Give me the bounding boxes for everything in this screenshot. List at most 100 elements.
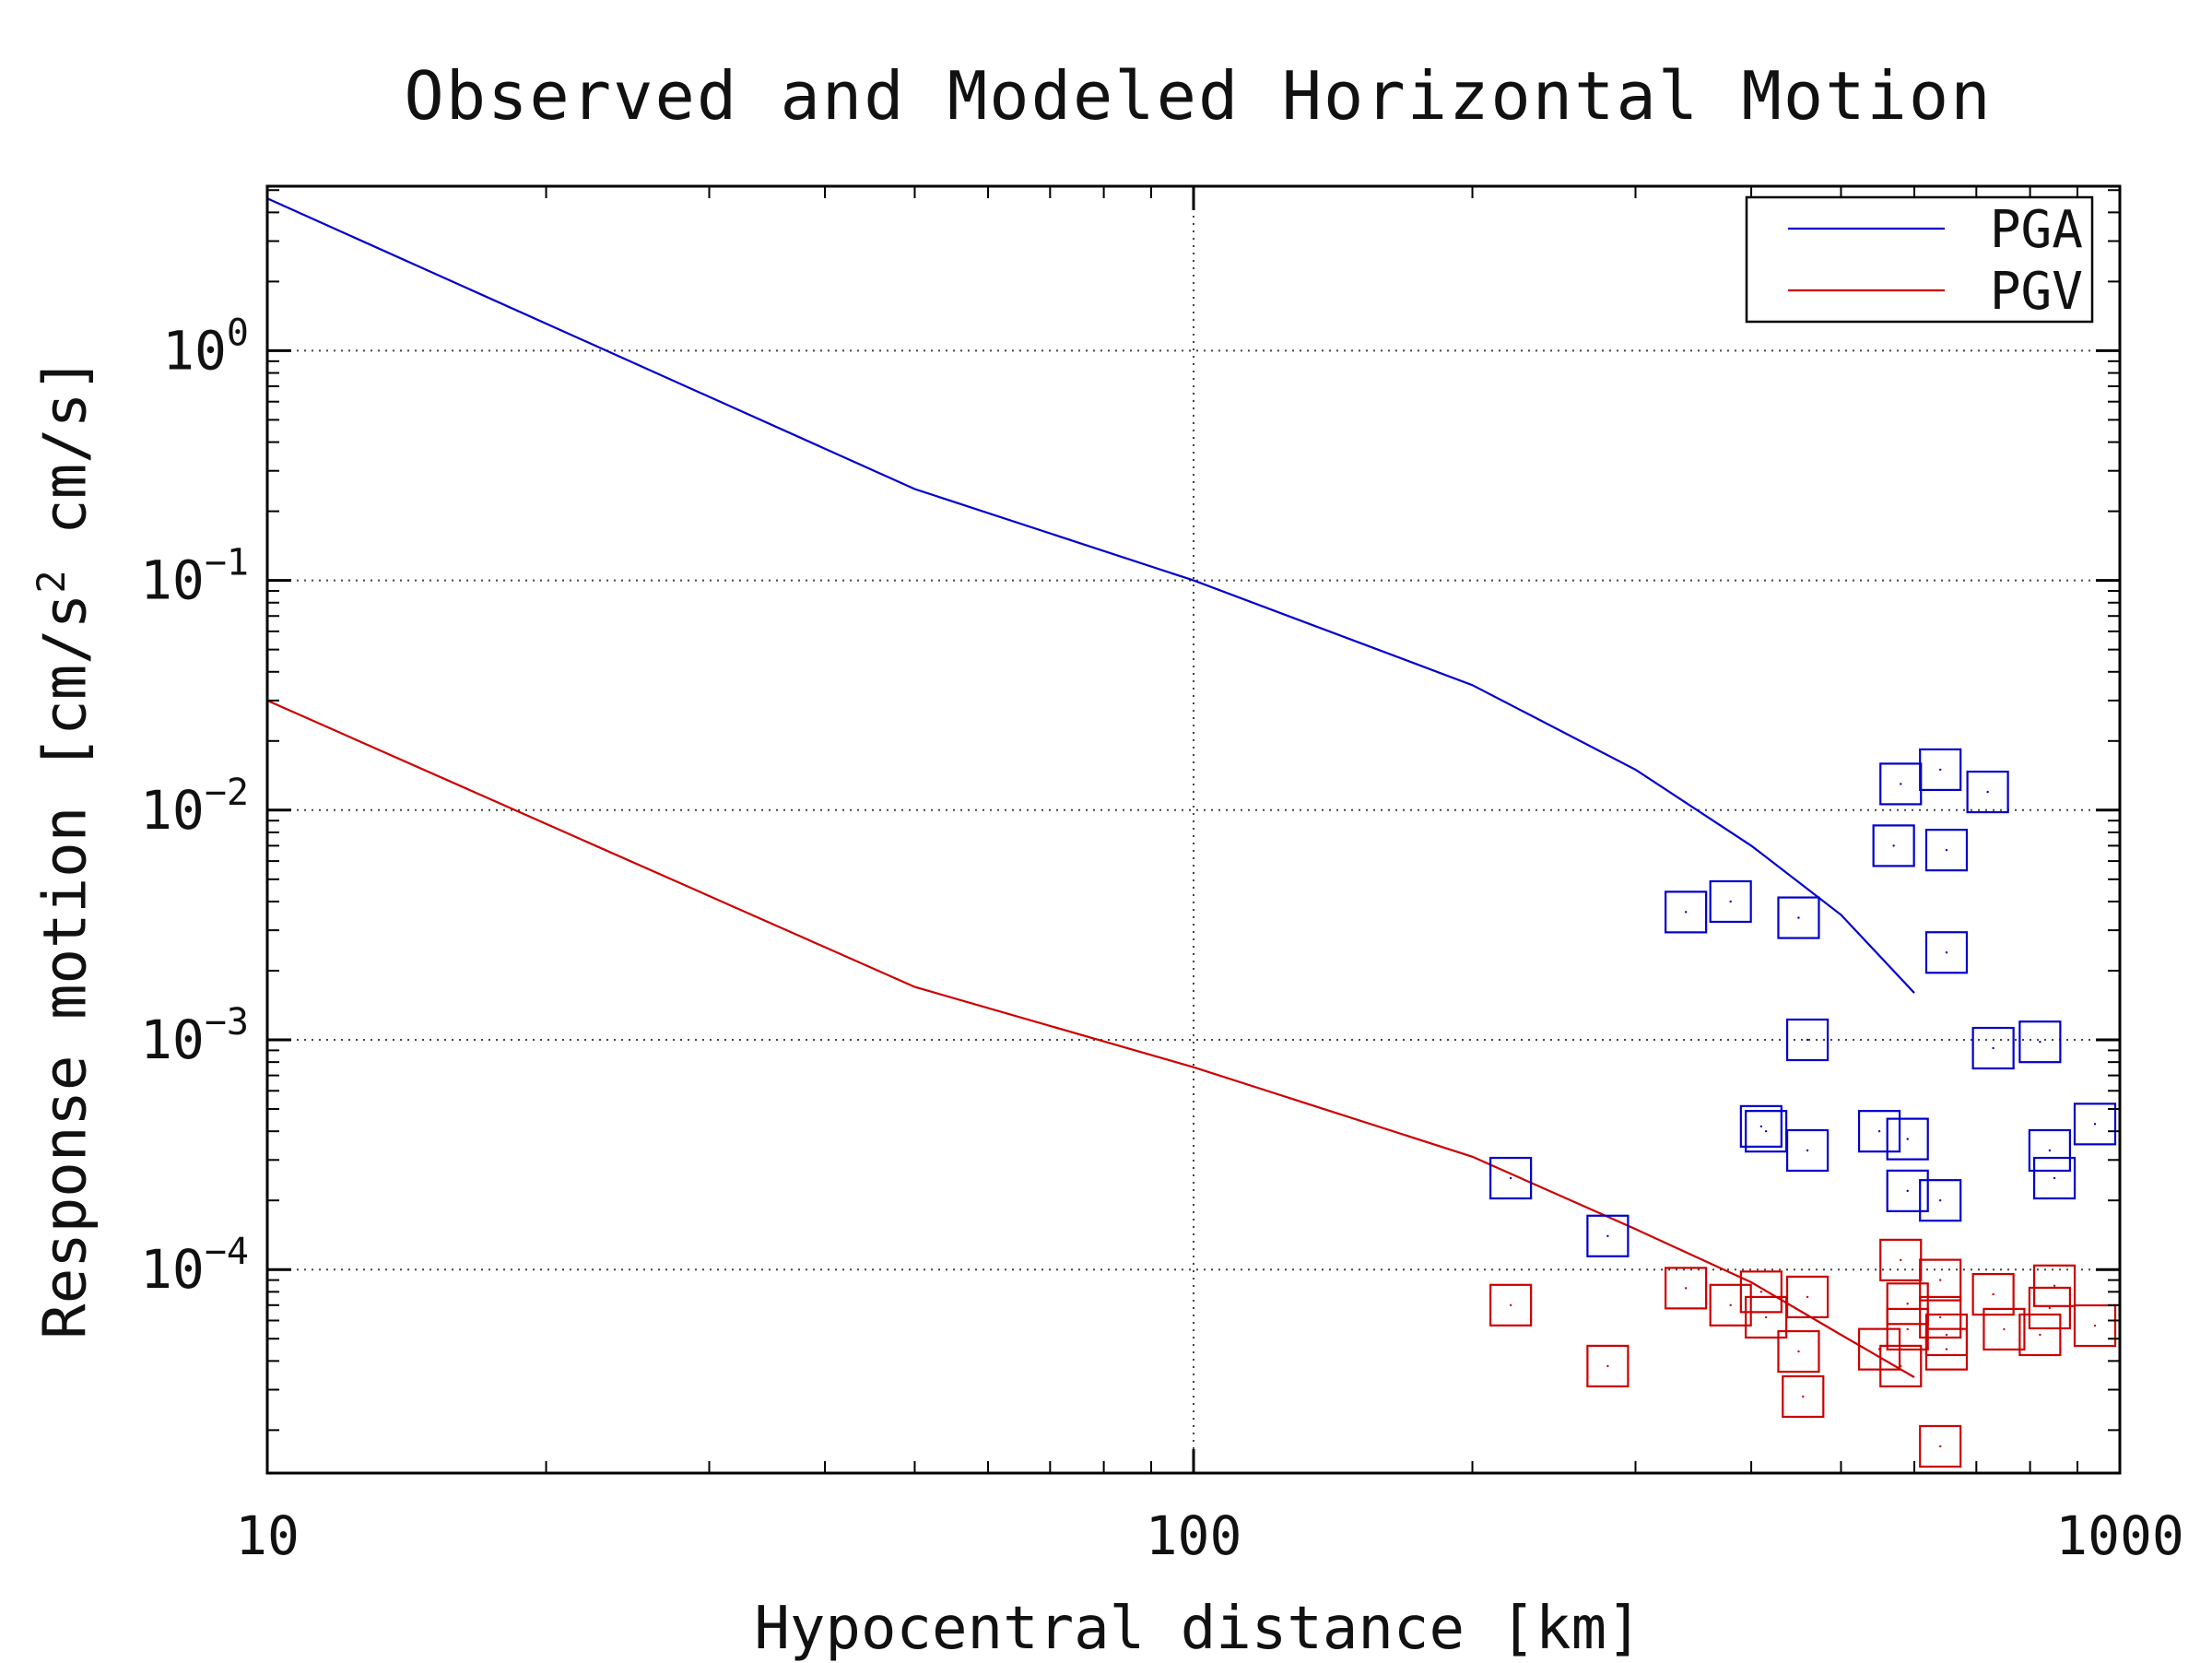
pgv-observed-point	[1777, 1329, 1820, 1374]
pgv-observed-point-center	[2039, 1333, 2041, 1337]
pga-observed-point	[1924, 829, 1969, 872]
legend-box	[1745, 195, 2094, 324]
pgv-observed-point-center	[1939, 1445, 1942, 1448]
y-tick-base: 10	[140, 779, 205, 842]
y-tick-label: 100	[162, 312, 249, 382]
x-tick-label: 10	[235, 1504, 300, 1567]
pga-observed-point-center	[1806, 1149, 1809, 1152]
pga-observed-point	[1857, 1110, 1901, 1153]
pga-observed-point-center	[1986, 790, 1989, 794]
y-tick-exponent: −2	[205, 772, 249, 814]
pgv-observed-point-center	[1606, 1364, 1609, 1368]
pga-observed-point-center	[1606, 1234, 1609, 1237]
pgv-observed-point	[1785, 1275, 1830, 1319]
pga-observed-point-center	[1939, 1198, 1942, 1202]
pga-observed-point	[1919, 748, 1962, 792]
series-points	[1489, 748, 2117, 1468]
y-tick-label: 10−3	[140, 1001, 249, 1071]
y-axis-label: Response motion [cm/s2 cm/s]	[29, 357, 100, 1339]
pga-observed-point-center	[2053, 1176, 2056, 1180]
pgv-observed-point-center	[1684, 1287, 1688, 1290]
pgv-observed-point-center	[2048, 1306, 2052, 1310]
pgv-observed-point-center	[1939, 1279, 1942, 1281]
y-tick-base: 10	[140, 1238, 205, 1301]
pgv-observed-point	[2073, 1303, 2117, 1348]
pgv-observed-point-center	[1759, 1291, 1763, 1293]
legend-pga-label: PGA	[1990, 200, 2083, 260]
pga-model-line	[266, 197, 1915, 994]
pgv-observed-point	[1971, 1272, 2015, 1316]
pga-observed-point	[1489, 1156, 1533, 1200]
y-axis-label-text: Response motion [cm/s2 cm/s]	[29, 357, 100, 1339]
pgv-observed-point	[1879, 1344, 1923, 1388]
y-tick-base: 10	[140, 549, 205, 612]
x-tick-label: 1000	[2055, 1504, 2184, 1567]
pga-observed-point	[1872, 824, 1915, 867]
pgv-observed-point	[1586, 1344, 1630, 1388]
y-tick-exponent: −3	[205, 1001, 249, 1044]
pga-observed-point	[1971, 1026, 2015, 1070]
pga-observed-point	[1966, 770, 2009, 814]
y-tick-base: 10	[162, 319, 227, 382]
pga-observed-point	[1886, 1117, 1929, 1161]
pgv-observed-point-center	[1797, 1350, 1800, 1353]
pga-observed-point-center	[1797, 916, 1800, 919]
pgv-observed-point	[1709, 1283, 1752, 1327]
pga-observed-point	[2028, 1128, 2072, 1173]
legend-pgv-label: PGV	[1990, 262, 2083, 322]
pga-observed-point	[1919, 1179, 1962, 1222]
pga-observed-point-center	[1764, 1129, 1768, 1133]
pga-observed-point-center	[1877, 1129, 1881, 1133]
pga-observed-point-center	[1906, 1138, 1909, 1140]
series-lines	[266, 197, 1915, 1378]
pga-observed-point	[2032, 1156, 2077, 1200]
x-tick-label: 100	[1146, 1504, 1242, 1567]
pgv-observed-point-center	[1764, 1315, 1768, 1319]
pgv-observed-point	[1489, 1283, 1533, 1327]
pgv-observed-point-center	[2053, 1284, 2056, 1287]
pgv-observed-point-center	[2003, 1327, 2006, 1331]
pga-observed-point	[2073, 1103, 2117, 1146]
pga-observed-point	[1785, 1128, 1830, 1173]
pgv-observed-point-center	[1509, 1303, 1512, 1307]
pgv-observed-point	[1983, 1307, 2026, 1351]
pgv-observed-point	[2028, 1286, 2072, 1330]
pga-observed-point-center	[1892, 844, 1895, 847]
y-tick-label: 10−4	[140, 1231, 249, 1301]
pgv-observed-point-center	[1945, 1333, 1948, 1337]
pgv-model-line	[266, 699, 1915, 1378]
pgv-observed-point-center	[2093, 1324, 2097, 1327]
pgv-observed-point	[1924, 1327, 1969, 1371]
pgv-observed-point	[1782, 1374, 1825, 1419]
pga-observed-point-center	[1900, 783, 1902, 785]
pgv-observed-point-center	[1729, 1303, 1732, 1307]
pga-observed-point-center	[1806, 1038, 1809, 1042]
pga-observed-point	[1777, 896, 1820, 939]
pgv-observed-point-center	[1945, 1348, 1948, 1350]
pga-observed-point-center	[2039, 1040, 2041, 1044]
x-axis-label: Hypocentral distance [km]	[754, 1595, 1642, 1663]
pgv-observed-point-center	[1900, 1364, 1902, 1368]
ticks	[265, 186, 2122, 1473]
pga-observed-point	[1886, 1169, 1929, 1212]
y-tick-base: 10	[140, 1008, 205, 1071]
pgv-observed-point-center	[1802, 1395, 1805, 1398]
y-tick-exponent: −4	[205, 1231, 249, 1273]
pgv-observed-point-center	[1900, 1258, 1902, 1262]
pga-observed-point	[1739, 1104, 1783, 1148]
pga-observed-point	[1785, 1018, 1830, 1062]
pga-observed-point-center	[2048, 1149, 2052, 1152]
pga-observed-point-center	[1906, 1189, 1909, 1193]
pga-observed-point	[2018, 1020, 2062, 1064]
pga-observed-point	[1709, 879, 1752, 924]
pgv-observed-point-center	[1939, 1315, 1942, 1319]
pga-observed-point	[1665, 890, 1708, 934]
pga-observed-point-center	[1509, 1176, 1512, 1180]
pga-observed-point-center	[1945, 848, 1948, 852]
y-tick-label: 10−2	[140, 772, 249, 842]
pgv-observed-point	[2018, 1313, 2062, 1357]
pga-observed-point	[1924, 931, 1969, 974]
